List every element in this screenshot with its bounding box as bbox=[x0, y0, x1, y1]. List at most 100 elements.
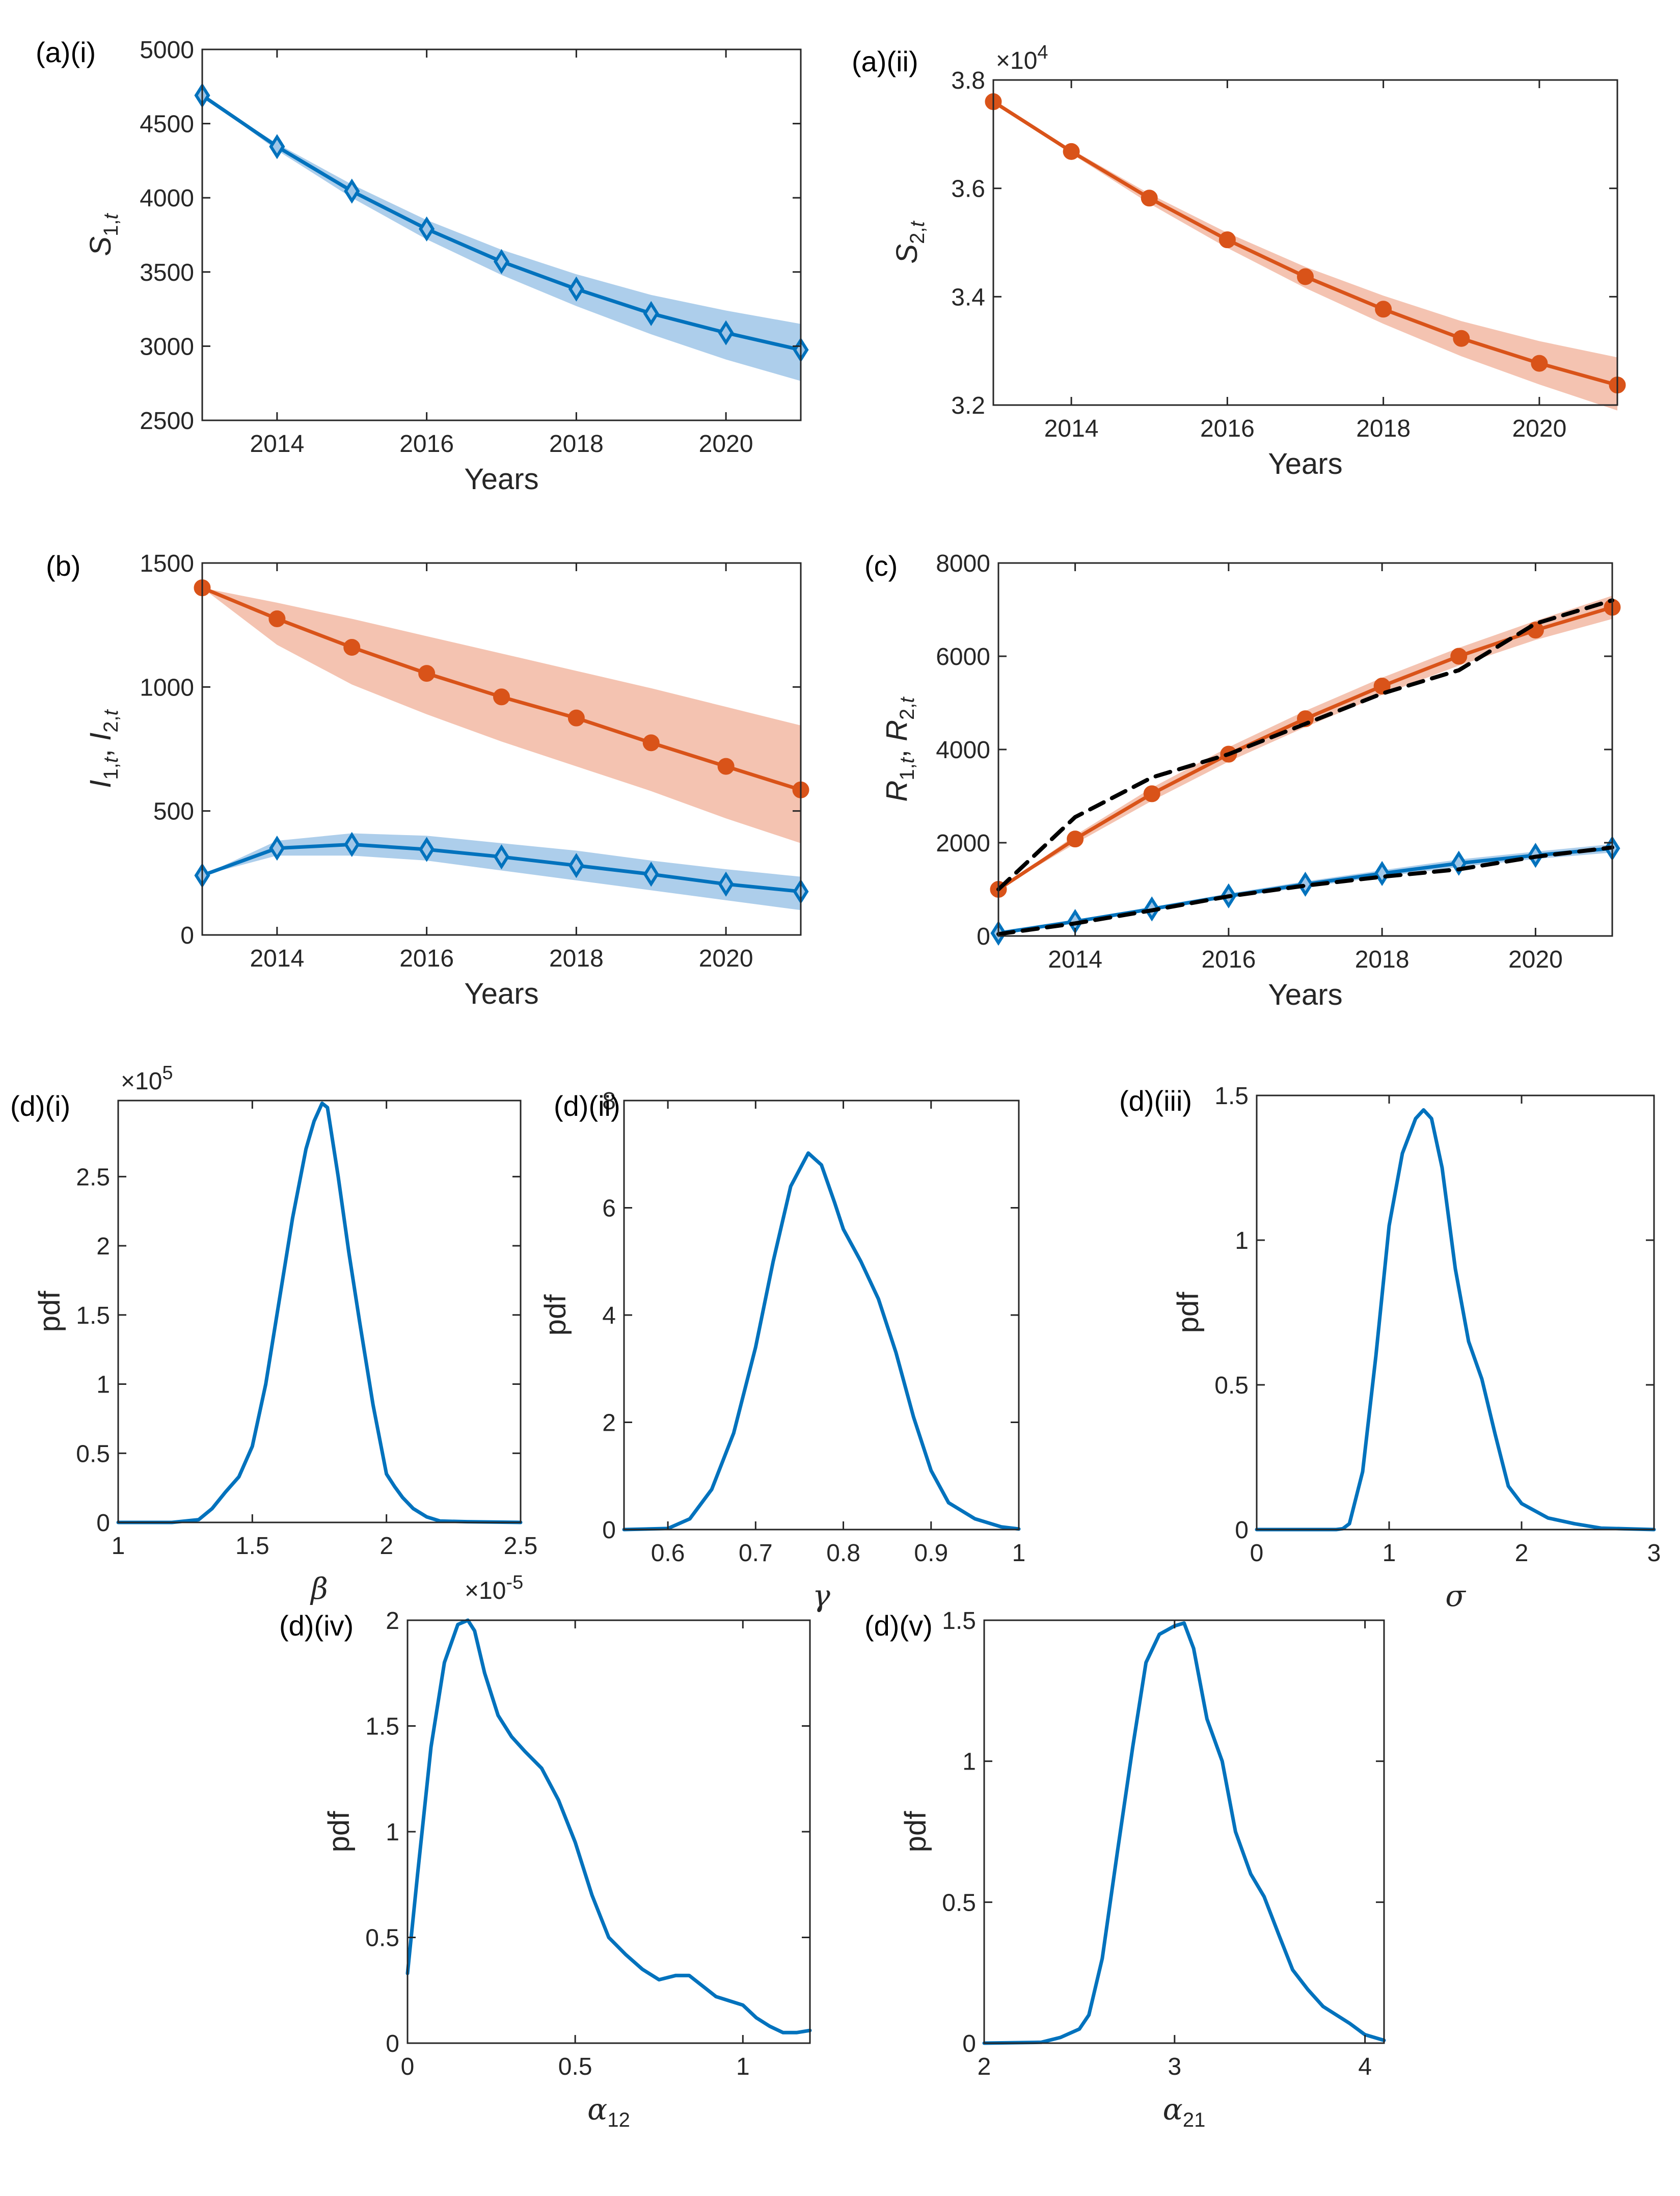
point-i1 bbox=[568, 853, 584, 878]
x-tick-label: 2018 bbox=[1356, 415, 1411, 442]
y-exponent-power: 4 bbox=[1037, 42, 1048, 63]
y-tick-label: 3.6 bbox=[951, 176, 985, 203]
series-line-r2 bbox=[996, 605, 1614, 891]
y-tick-label: 0 bbox=[386, 2030, 399, 2057]
y-label-subscript-t: t bbox=[100, 756, 122, 763]
point-s2 bbox=[1297, 268, 1314, 285]
y-tick-label: 8000 bbox=[936, 550, 990, 577]
point-s2 bbox=[1141, 190, 1158, 207]
y-tick-label: 0.5 bbox=[76, 1440, 110, 1467]
point-i2 bbox=[343, 638, 361, 656]
y-tick-label: 0 bbox=[977, 923, 990, 950]
point-i1 bbox=[718, 871, 734, 897]
axes-box bbox=[407, 1619, 811, 2044]
y-label-subscript: 2, bbox=[906, 227, 929, 244]
x-tick-label: 2014 bbox=[250, 945, 304, 972]
y-tick-label: 1 bbox=[962, 1749, 976, 1776]
x-tick-label: 1 bbox=[736, 2053, 750, 2080]
point-s2 bbox=[1375, 301, 1392, 318]
chart-d-iv: 0 0.5 1 0 0.5 1 1.5 2 pdf α12 (d)(iv) bbox=[279, 1608, 812, 2131]
axes-box bbox=[992, 79, 1618, 406]
series-line-pdf-beta bbox=[116, 1101, 523, 1524]
x-tick-label: 3 bbox=[1168, 2053, 1181, 2080]
point-i1 bbox=[269, 836, 285, 861]
x-axis-label: Years bbox=[1268, 447, 1342, 480]
panel-label: (d)(i) bbox=[10, 1090, 70, 1122]
y-label-subscript-t: t bbox=[100, 213, 122, 220]
y-label-symbol: S bbox=[890, 244, 924, 264]
x-label-symbol: α bbox=[587, 2092, 607, 2127]
point-s2 bbox=[1063, 143, 1080, 160]
panel-label: (d)(v) bbox=[864, 1610, 933, 1642]
series-line-pdf-alpha21 bbox=[982, 1621, 1386, 2045]
series-line-r1-data bbox=[996, 845, 1614, 936]
y-tick-label: 500 bbox=[153, 798, 194, 825]
x-tick-label: 3 bbox=[1647, 1540, 1661, 1567]
x-axis-label: β bbox=[310, 1571, 328, 1606]
y-label-subscript-t: t bbox=[906, 221, 929, 227]
y-axis-label: pdf bbox=[322, 1811, 356, 1853]
axes-box bbox=[1256, 1094, 1655, 1531]
y-axis-label: pdf bbox=[539, 1294, 572, 1336]
x-tick-label: 0.7 bbox=[739, 1540, 773, 1567]
y-tick-label: 1.5 bbox=[1214, 1083, 1249, 1110]
y-label-subscript: 1, bbox=[100, 763, 122, 780]
y-tick-label: 1.5 bbox=[942, 1608, 976, 1635]
point-s1 bbox=[493, 249, 510, 275]
point-i2 bbox=[642, 734, 660, 752]
y-label-symbol: S bbox=[84, 236, 117, 256]
x-tick-label: 2 bbox=[978, 2053, 991, 2080]
y-exponent-base: ×10 bbox=[121, 1068, 162, 1095]
y-exponent-power: 5 bbox=[162, 1062, 173, 1084]
y-label-symbol-2: R bbox=[880, 720, 913, 741]
axes-box bbox=[201, 48, 802, 421]
x-axis-label: α12 bbox=[587, 2092, 630, 2131]
point-s1 bbox=[269, 134, 285, 159]
panel-label: (d)(ii) bbox=[554, 1090, 620, 1122]
x-tick-label: 2 bbox=[1515, 1540, 1529, 1567]
y-exponent: ×105 bbox=[121, 1062, 173, 1095]
point-r2 bbox=[1143, 785, 1160, 802]
y-label-symbol-2: I bbox=[84, 733, 117, 741]
y-axis-label: I1,t, I2,t bbox=[84, 709, 122, 788]
x-tick-label: 2020 bbox=[699, 945, 753, 972]
y-label-symbol: R bbox=[880, 781, 913, 802]
axes-box bbox=[983, 1619, 1385, 2044]
y-label-subscript: 1, bbox=[100, 220, 122, 236]
y-tick-label: 0.5 bbox=[1214, 1372, 1249, 1399]
y-tick-label: 2 bbox=[96, 1233, 110, 1260]
y-tick-label: 2500 bbox=[140, 408, 194, 435]
band-s1 bbox=[202, 95, 801, 381]
band-r2 bbox=[998, 596, 1612, 890]
x-tick-label: 2016 bbox=[399, 431, 454, 458]
y-tick-label: 3.4 bbox=[951, 284, 985, 311]
y-tick-label: 3000 bbox=[140, 333, 194, 360]
panel-label: (c) bbox=[864, 550, 898, 582]
y-axis-label: pdf bbox=[1172, 1292, 1205, 1333]
point-s1 bbox=[568, 276, 584, 302]
point-i1 bbox=[643, 862, 659, 887]
x-tick-label: 2.5 bbox=[504, 1533, 538, 1560]
x-label-symbol: α bbox=[1163, 2092, 1183, 2127]
x-axis-label: Years bbox=[464, 463, 538, 496]
x-tick-label: 1 bbox=[1383, 1540, 1396, 1567]
y-tick-label: 0 bbox=[180, 922, 194, 949]
x-axis-label: γ bbox=[812, 1578, 830, 1613]
x-tick-label: 0 bbox=[1250, 1540, 1264, 1567]
series-line-pdf-sigma bbox=[1255, 1108, 1656, 1532]
y-axis-label: S1,t bbox=[84, 213, 122, 256]
band-s2 bbox=[993, 101, 1617, 411]
point-r2 bbox=[1450, 648, 1468, 665]
x-exponent: ×10-5 bbox=[465, 1572, 523, 1604]
x-label-subscript: 21 bbox=[1183, 2109, 1206, 2131]
x-tick-label: 2016 bbox=[1201, 946, 1256, 973]
point-i2 bbox=[567, 709, 585, 727]
y-tick-label: 1 bbox=[386, 1819, 399, 1846]
x-tick-label: 1.5 bbox=[235, 1533, 269, 1560]
y-label-subscript-2: 2, bbox=[896, 703, 918, 720]
x-tick-label: 2016 bbox=[399, 945, 454, 972]
x-tick-label: 2018 bbox=[549, 945, 604, 972]
